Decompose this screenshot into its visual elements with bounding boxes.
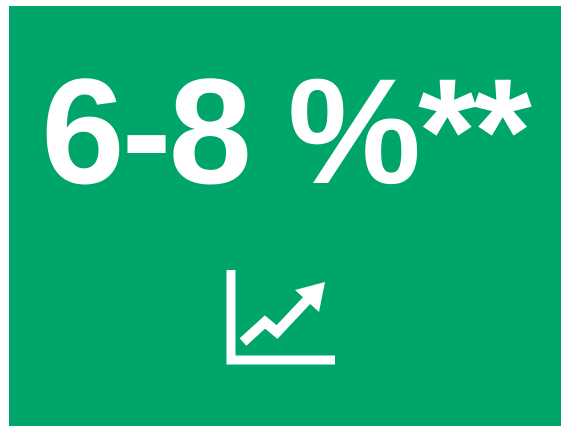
stat-card: 6-8 %** <box>9 6 561 426</box>
headline: 6-8 %** <box>41 47 532 215</box>
trend-icon <box>226 270 335 365</box>
